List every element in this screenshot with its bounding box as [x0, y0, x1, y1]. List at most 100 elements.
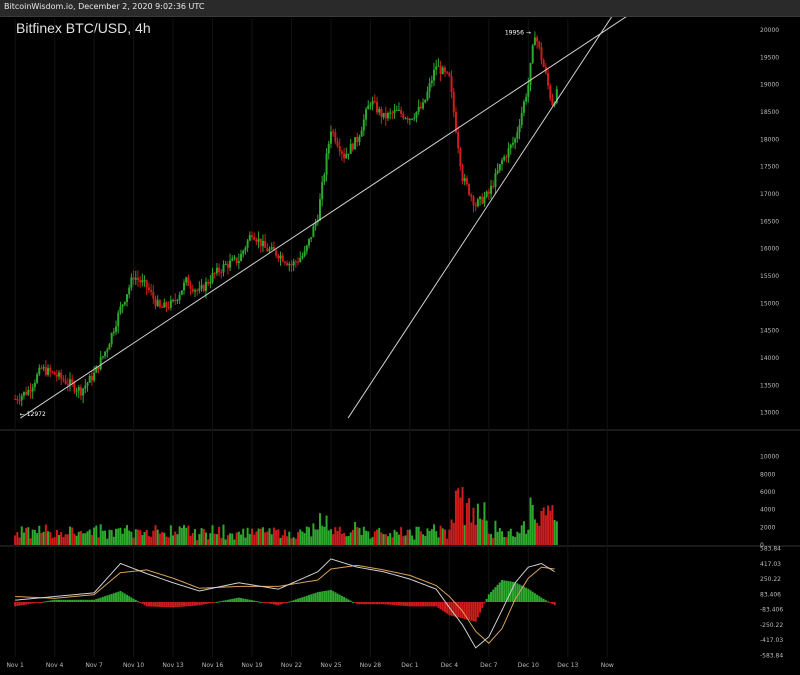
candle-body	[229, 260, 232, 268]
candle-body	[382, 112, 385, 118]
macd-histogram-bar	[318, 591, 321, 602]
macd-histogram-bar	[426, 602, 429, 607]
macd-histogram-bar	[448, 602, 451, 616]
price-tick-label: 13500	[760, 382, 779, 389]
volume-bar	[404, 535, 407, 545]
macd-histogram-bar	[62, 599, 65, 602]
candle-body	[386, 113, 389, 119]
candle-body	[207, 281, 210, 284]
macd-histogram-bar	[358, 602, 361, 605]
volume-bar	[193, 529, 196, 545]
candle-body	[257, 238, 260, 242]
macd-histogram-bar	[468, 602, 471, 621]
volume-bar	[86, 531, 89, 545]
price-tick-label: 18000	[760, 136, 779, 143]
volume-bar	[38, 525, 41, 545]
volume-bar	[305, 526, 308, 545]
volume-bar	[130, 531, 133, 545]
chart-area[interactable]: Bitfinex BTC/USD, 4h 2000019500190001850…	[0, 17, 800, 675]
volume-bar	[511, 536, 514, 545]
candle-body	[511, 142, 514, 145]
volume-bar	[397, 534, 400, 545]
volume-bar	[386, 536, 389, 545]
macd-histogram-bar	[163, 602, 166, 608]
volume-bar	[55, 529, 58, 545]
candle-body	[60, 372, 63, 379]
macd-histogram-bar	[470, 602, 473, 621]
volume-bar	[384, 534, 387, 545]
candle-body	[237, 261, 240, 263]
volume-bar	[358, 527, 361, 545]
candle-body	[547, 73, 550, 86]
volume-bar	[349, 532, 352, 545]
volume-bar	[123, 528, 126, 545]
candle-body	[465, 178, 468, 185]
macd-histogram-bar	[389, 602, 392, 605]
macd-histogram-bar	[104, 596, 107, 602]
volume-bar	[474, 524, 477, 545]
macd-histogram-bar	[60, 599, 63, 602]
macd-histogram-bar	[141, 602, 144, 604]
candle-body	[281, 255, 284, 262]
candle-body	[481, 196, 484, 204]
macd-histogram-bar	[549, 602, 552, 603]
volume-bar	[501, 531, 503, 545]
macd-histogram-bar	[246, 599, 249, 602]
candle-body	[42, 367, 45, 369]
candle-body	[44, 367, 47, 375]
volume-bar	[310, 536, 313, 545]
candle-body	[40, 367, 43, 369]
macd-histogram-bar	[36, 602, 39, 603]
macd-histogram-bar	[369, 602, 372, 605]
candle-body	[169, 300, 172, 308]
volume-bar	[547, 505, 550, 545]
macd-line	[15, 558, 555, 649]
volume-bar	[255, 531, 258, 545]
volume-bar	[141, 535, 144, 545]
macd-tick-label: 583.84	[760, 545, 781, 552]
volume-bar	[551, 505, 554, 545]
candle-body	[152, 291, 155, 299]
x-tick-label: Nov 13	[162, 662, 183, 669]
volume-bar	[36, 533, 39, 545]
candle-body	[542, 60, 545, 67]
macd-histogram-bar	[235, 598, 238, 602]
price-tick-label: 19500	[760, 54, 779, 61]
volume-bar	[152, 530, 155, 545]
macd-histogram-bar	[345, 598, 348, 602]
volume-bar	[536, 522, 539, 545]
volume-bar	[174, 531, 177, 545]
macd-histogram-bar	[365, 602, 368, 605]
macd-histogram-bar	[257, 601, 260, 603]
candle-body	[33, 382, 36, 388]
volume-bar	[378, 527, 381, 545]
grid	[14, 19, 608, 657]
candle-body	[538, 41, 541, 48]
volume-bar	[235, 532, 238, 545]
candle-body	[349, 143, 352, 154]
candle-body	[110, 333, 113, 345]
volume-bar	[71, 527, 74, 545]
candle-body	[400, 110, 403, 115]
candle-body	[540, 47, 543, 61]
macd-histogram-bar	[303, 596, 306, 602]
volume-bar	[301, 531, 304, 545]
macd-histogram-bar	[332, 591, 335, 602]
volume-bar	[514, 536, 517, 545]
volume-bar	[441, 528, 444, 545]
macd-histogram-bar	[435, 602, 438, 607]
volume-bar	[187, 525, 190, 545]
macd-histogram-bar	[154, 602, 157, 607]
volume-bar	[198, 534, 201, 545]
volume-bar	[365, 530, 368, 545]
candle-body	[82, 388, 85, 396]
macd-histogram-bar	[77, 599, 80, 602]
volume-bar	[229, 533, 232, 545]
macd-histogram-bar	[424, 602, 427, 607]
x-tick-label: Nov 28	[360, 662, 381, 669]
macd-histogram-bar	[240, 598, 243, 602]
candle-body	[476, 199, 479, 207]
candle-body	[36, 374, 39, 383]
macd-histogram-bar	[169, 602, 172, 608]
volume-bar	[393, 529, 396, 545]
